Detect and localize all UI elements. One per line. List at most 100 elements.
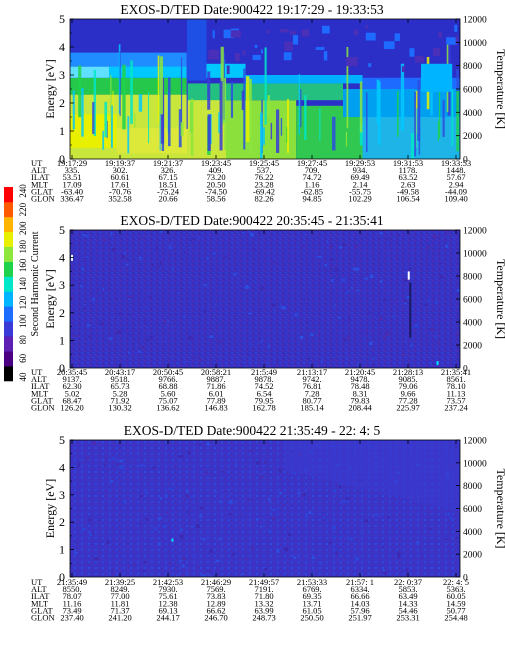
heatmap-streak [112,90,114,139]
table-cell: 76.22 [254,172,273,182]
heatmap-cell [352,267,357,271]
heatmap-cell [436,341,440,344]
table-cell: 21:20:45 [345,367,375,377]
heatmap-cell [137,509,140,512]
table-cell: 136.62 [156,403,179,413]
table-cell: 63.99 [254,605,273,615]
heatmap-cell [257,342,260,344]
table-cell: 76.81 [302,381,321,391]
table-cell: 20.50 [206,179,225,189]
table-cell: 75.07 [158,395,177,405]
heatmap-cell [170,315,172,317]
heatmap-cell [186,489,189,493]
colorbar-tick-label: 100 [18,314,28,328]
y2-axis-label: Temperature [K] [494,468,505,548]
heatmap-cell [164,319,167,324]
table-cell: -44.09 [445,186,467,196]
heatmap-cell [264,460,266,464]
heatmap-cell [159,231,163,233]
heatmap-blob [454,24,458,32]
heatmap-cell [332,527,335,530]
table-cell: 78.10 [446,381,465,391]
heatmap-cell [266,362,268,364]
heatmap-cell [333,489,337,493]
heatmap-cell [111,569,113,573]
heatmap-cell [447,512,451,516]
heatmap-cell [127,298,130,301]
table-cell: 20.66 [158,194,177,204]
heatmap-cell [209,575,213,577]
heatmap-cell [270,498,274,501]
heatmap-cell [117,330,121,334]
heatmap-cell [173,485,176,488]
table-cell: 14.33 [398,598,417,608]
heatmap-cell [294,313,298,317]
row-label: GLON [31,403,55,413]
heatmap-streak [359,122,363,146]
heatmap-cell [308,486,310,488]
heatmap-cell [304,233,308,236]
heatmap-cell [320,359,323,363]
table-cell: 8249. [110,584,129,594]
table-cell: 66.62 [206,605,225,615]
heatmap-cell [250,343,254,345]
table-cell: 94.85 [302,194,321,204]
heatmap-cell [329,244,333,249]
y-tick-label: 4 [59,251,65,265]
table-cell: 77.89 [206,395,225,405]
y-tick-label: 4 [59,460,65,474]
heatmap-streak [110,105,113,148]
heatmap-streak [159,78,161,151]
heatmap-cell [192,238,196,240]
heatmap-cell [234,315,237,319]
table-cell: 63.52 [398,172,417,182]
heatmap-blob [455,35,459,45]
heatmap-streak [410,133,415,159]
heatmap-cell [197,565,199,569]
heatmap-cell [274,364,276,366]
heatmap-cell [185,494,189,498]
heatmap-blob [260,49,263,54]
heatmap-blob [279,29,289,33]
heatmap-cell [346,311,348,314]
heatmap-streak [180,57,183,126]
table-cell: 19:31:53 [393,158,423,168]
table-cell: 5.28 [113,388,128,398]
y2-tick-label: 8000 [463,273,482,283]
table-cell: 5853. [398,584,417,594]
table-cell: 68.47 [62,395,81,405]
heatmap-streak [219,81,223,151]
heatmap-cell [127,542,129,545]
heatmap-blob [301,29,310,37]
heatmap-cell [333,358,336,362]
heatmap-cell [150,539,153,541]
heatmap-cell [291,255,294,258]
heatmap-cell [102,287,105,291]
heatmap-cell [333,545,336,547]
y2-tick-label: 12000 [463,437,487,447]
heatmap-cell [198,236,200,241]
heatmap-cell [119,459,123,463]
heatmap-streak [178,109,182,148]
heatmap-blob [283,52,292,61]
heatmap-cell [121,254,125,259]
heatmap-blob [446,37,457,45]
table-cell: 17.09 [62,179,81,189]
table-cell: 11.81 [111,598,130,608]
heatmap-streak [218,112,220,133]
heatmap-cell [288,533,292,536]
heatmap-streak [190,98,194,156]
heatmap-blob [208,49,219,60]
table-cell: 17.61 [110,179,129,189]
heatmap-cell [232,553,236,556]
heatmap-cell [438,262,442,264]
table-cell: 61.05 [302,605,321,615]
heatmap-cell [70,52,207,67]
heatmap-streak [345,131,348,147]
heatmap-streak [122,64,126,130]
heatmap-cell [139,464,144,467]
heatmap-cell [434,300,438,304]
heatmap-cell [370,274,374,279]
heatmap-cell [72,334,77,337]
table-cell: 69.35 [302,591,321,601]
